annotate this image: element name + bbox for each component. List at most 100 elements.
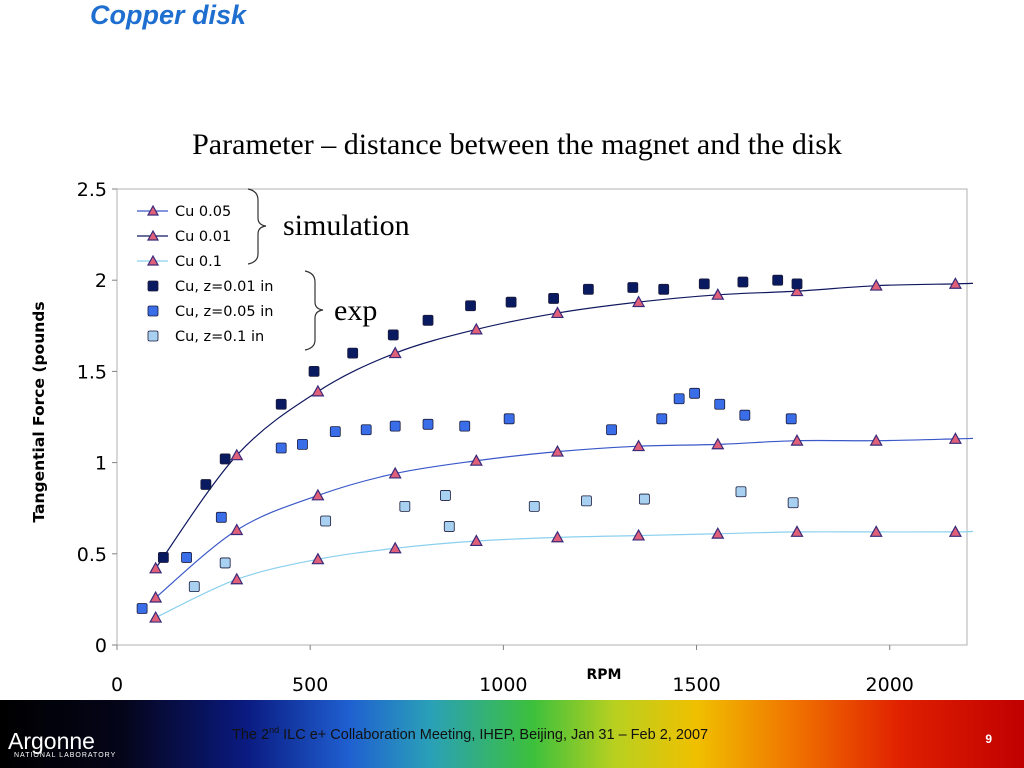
exp-annotation: exp: [334, 294, 377, 327]
triangle-point: [550, 306, 564, 319]
square-point: [505, 296, 517, 308]
square-point: [673, 393, 685, 405]
square-point: [308, 365, 320, 377]
triangle-point: [948, 525, 962, 537]
square-point: [735, 486, 747, 498]
triangle-point: [632, 295, 646, 308]
square-point: [320, 515, 332, 527]
square-point: [422, 418, 434, 430]
x-tick-label: 0: [111, 674, 123, 696]
argonne-logo: Argonne: [8, 728, 95, 754]
legend-label: Cu 0.1: [175, 254, 222, 270]
square-point: [581, 495, 592, 507]
square-point: [399, 500, 411, 512]
triangle-point: [550, 444, 564, 457]
x-tick-label: 500: [292, 674, 328, 696]
legend-square-marker: [147, 280, 159, 292]
legend-label: Cu 0.01: [175, 229, 231, 245]
square-point: [329, 426, 341, 437]
triangle-point: [869, 278, 883, 291]
meeting-caption: The 2nd ILC e+ Collaboration Meeting, IH…: [232, 725, 708, 743]
legend-label: Cu, z=0.1 in: [175, 329, 264, 345]
square-point: [275, 398, 287, 410]
square-point: [627, 282, 639, 293]
square-point: [548, 293, 559, 304]
square-point: [200, 479, 212, 490]
square-point: [606, 424, 617, 436]
triangle-point: [388, 346, 402, 359]
square-point: [787, 497, 799, 509]
meeting-sup: nd: [269, 725, 280, 735]
x-axis-label: RPM: [587, 667, 622, 683]
triangle-point: [311, 384, 325, 397]
triangle-point: [948, 277, 962, 289]
slide-title: Copper disk: [90, 0, 247, 30]
exp-brace: [304, 270, 324, 351]
x-tick-label: 1000: [479, 674, 527, 696]
legend-square-marker: [147, 305, 159, 317]
square-point: [698, 278, 710, 290]
triangle-point: [388, 466, 402, 479]
legend-triangle-marker: [146, 229, 160, 241]
argonne-logo-subtext: NATIONAL LABORATORY: [14, 752, 117, 759]
y-tick-label: 0.5: [77, 544, 107, 566]
square-point: [422, 314, 434, 326]
triangle-point: [711, 288, 725, 300]
legend-triangle-marker: [146, 254, 160, 266]
triangle-point: [790, 525, 804, 537]
triangle-point: [149, 610, 163, 623]
triangle-point: [550, 530, 564, 543]
square-point: [714, 398, 726, 410]
triangle-point: [230, 572, 244, 585]
triangle-point: [711, 527, 725, 539]
legend-label: Cu 0.05: [175, 204, 231, 220]
triangle-point: [790, 433, 804, 446]
triangle-point: [869, 433, 883, 446]
square-point: [785, 413, 797, 425]
triangle-point: [469, 534, 483, 547]
square-point: [219, 557, 231, 569]
square-point: [658, 283, 670, 295]
square-point: [791, 278, 803, 290]
square-point: [739, 409, 751, 421]
square-point: [772, 274, 784, 286]
triangle-point: [230, 448, 244, 461]
triangle-point: [388, 541, 402, 554]
force-vs-rpm-chart: 0 0.5 1 1.5 2 2.5 0 500 1000 1500 2000 RPM Tangentia…: [30, 179, 974, 696]
square-point: [638, 493, 650, 505]
square-point: [387, 329, 399, 341]
triangle-point: [948, 432, 962, 444]
square-point: [347, 347, 359, 359]
triangle-point: [311, 488, 325, 501]
plot-area: [116, 188, 968, 646]
square-point: [656, 413, 668, 425]
square-point: [465, 300, 476, 312]
square-point: [297, 438, 308, 450]
triangle-point: [869, 525, 883, 537]
square-point: [157, 552, 169, 563]
y-tick-label: 2.5: [77, 179, 107, 201]
square-point: [136, 603, 148, 614]
y-axis-label: Tangential Force (pounds: [30, 301, 48, 522]
slide-footer: Argonne NATIONAL LABORATORY The 2nd ILC …: [0, 700, 1024, 768]
chart-subtitle: Parameter – distance between the magnet …: [192, 128, 842, 161]
triangle-point: [711, 437, 725, 450]
square-point: [737, 276, 749, 288]
y-tick-label: 1.5: [77, 361, 107, 383]
square-point: [443, 521, 455, 532]
square-point: [181, 552, 192, 563]
square-point: [188, 581, 200, 593]
legend-triangle-marker: [146, 204, 160, 216]
square-point: [459, 420, 471, 432]
square-point: [440, 490, 451, 501]
y-tick-label: 1: [95, 453, 107, 475]
triangle-point: [632, 439, 646, 452]
y-tick-label: 0: [95, 635, 107, 657]
square-point: [528, 500, 540, 512]
triangle-point: [311, 552, 325, 565]
square-point: [275, 442, 287, 454]
square-point: [219, 453, 231, 465]
legend-label: Cu, z=0.01 in: [175, 279, 273, 295]
page-number: 9: [985, 732, 992, 746]
triangle-point: [469, 454, 483, 466]
